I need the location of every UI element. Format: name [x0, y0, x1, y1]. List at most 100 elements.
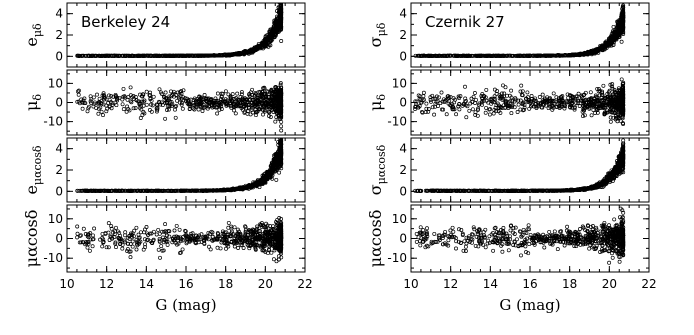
data-point — [581, 51, 586, 56]
data-point — [247, 246, 252, 251]
data-point — [250, 97, 255, 102]
data-point — [133, 53, 137, 58]
data-point — [228, 99, 233, 104]
data-point — [270, 235, 274, 240]
data-point — [245, 240, 250, 244]
data-point — [165, 242, 170, 247]
data-point — [134, 241, 139, 246]
data-point — [268, 115, 273, 119]
data-point — [173, 107, 177, 112]
data-point — [229, 52, 234, 57]
data-point — [154, 232, 159, 237]
data-point — [144, 225, 149, 229]
data-point — [181, 88, 186, 93]
data-point — [258, 89, 263, 94]
data-point — [277, 17, 282, 22]
data-point — [274, 115, 279, 120]
data-point — [259, 221, 264, 226]
data-point — [232, 225, 237, 230]
data-point — [156, 247, 161, 252]
panel-left-4: -10 0 10 μαcosδ — [22, 204, 306, 273]
data-point — [242, 110, 247, 115]
data-point — [279, 255, 284, 260]
x-axis-title: G (mag) — [155, 296, 216, 314]
data-point — [277, 15, 282, 20]
data-point — [279, 85, 284, 90]
data-point — [239, 90, 244, 95]
data-point — [233, 111, 238, 116]
data-point — [246, 105, 251, 110]
data-point — [133, 106, 138, 110]
data-point — [144, 102, 149, 107]
data-point — [279, 0, 282, 2]
data-point — [219, 53, 224, 58]
data-point — [140, 113, 145, 117]
data-point — [621, 27, 626, 32]
y-tick-label: -10 — [43, 115, 63, 129]
data-point — [82, 188, 87, 193]
data-point — [268, 31, 272, 36]
data-point — [85, 188, 89, 193]
data-point — [129, 100, 134, 105]
data-point — [229, 240, 234, 245]
data-point — [229, 231, 234, 236]
data-point — [104, 188, 109, 193]
data-point — [144, 89, 149, 94]
data-point — [167, 103, 172, 108]
data-point — [538, 53, 543, 58]
data-point — [79, 97, 84, 102]
data-point — [101, 113, 105, 118]
data-point — [260, 90, 265, 94]
data-point — [137, 105, 142, 110]
data-point — [270, 90, 275, 95]
data-point — [227, 188, 232, 193]
data-point — [587, 50, 592, 55]
data-point — [554, 53, 559, 58]
data-point — [76, 89, 80, 94]
data-point — [260, 180, 265, 184]
data-point — [229, 229, 234, 234]
data-point — [207, 244, 211, 249]
data-point — [113, 92, 118, 97]
data-point — [123, 233, 127, 238]
data-point — [175, 98, 180, 103]
data-point — [253, 247, 258, 252]
data-point — [273, 85, 278, 90]
data-point — [194, 101, 199, 106]
data-point — [274, 153, 279, 158]
data-point — [262, 94, 267, 99]
data-point — [116, 229, 120, 234]
data-point — [245, 238, 250, 243]
data-point — [157, 238, 162, 243]
data-point — [157, 100, 162, 105]
data-point — [251, 243, 256, 248]
data-point — [101, 91, 106, 96]
data-point — [121, 107, 126, 112]
data-point — [279, 10, 284, 15]
data-point — [99, 98, 104, 103]
data-point — [201, 100, 206, 105]
data-point — [260, 94, 264, 99]
scatter-points — [413, 77, 626, 126]
data-point — [137, 53, 142, 58]
data-point — [271, 32, 276, 37]
data-point — [139, 94, 144, 99]
data-point — [206, 104, 211, 109]
data-point — [276, 19, 281, 23]
data-point — [436, 53, 440, 58]
data-point — [169, 100, 174, 105]
data-point — [213, 53, 218, 58]
data-point — [114, 225, 118, 230]
data-point — [98, 105, 103, 110]
data-point — [180, 247, 185, 252]
data-point — [270, 92, 275, 97]
x-tick-label: 14 — [139, 277, 154, 291]
data-point — [260, 181, 265, 186]
data-point — [278, 100, 283, 104]
data-point — [484, 105, 489, 110]
data-point — [177, 100, 182, 105]
data-point — [161, 248, 166, 253]
data-point — [603, 44, 608, 49]
data-point — [104, 53, 109, 58]
data-point — [225, 241, 230, 246]
